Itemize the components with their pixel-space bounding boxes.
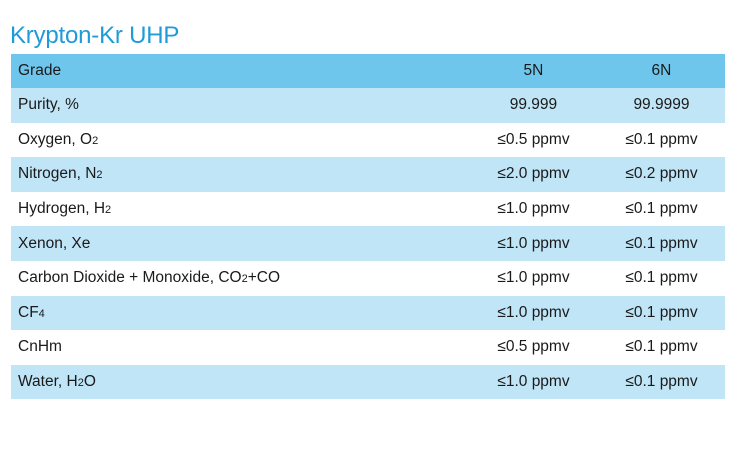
label-subscript: 2 [77,377,84,390]
table-row: Water, H2O ≤1.0 ppmv ≤0.1 ppmv [11,364,725,400]
table-row: Purity, % 99.999 99.9999 [11,88,725,123]
label-subscript: 2 [92,134,99,147]
header-5n: 5N [469,54,598,88]
row-label: Xenon, Xe [11,226,469,261]
value-5n: ≤1.0 ppmv [469,295,598,331]
row-label: CF4 [11,295,469,331]
row-label: Carbon Dioxide + Monoxide, CO2+CO [11,260,469,296]
value-5n: ≤1.0 ppmv [469,226,598,261]
value-6n: ≤0.2 ppmv [597,157,725,192]
label-text: Purity, % [18,96,79,114]
table-row: Oxygen, O2 ≤0.5 ppmv ≤0.1 ppmv [11,122,725,158]
table-row: CnHm ≤0.5 ppmv ≤0.1 ppmv [11,330,725,365]
value-5n: ≤2.0 ppmv [469,157,598,192]
label-text: CF [18,303,39,321]
value-6n: ≤0.1 ppmv [597,122,725,158]
label-text: Hydrogen, H [18,200,106,218]
value-6n: 99.9999 [597,88,725,123]
value-5n: ≤0.5 ppmv [469,122,598,158]
page-title: Krypton-Kr UHP [10,22,180,49]
table-row: Hydrogen, H2 ≤1.0 ppmv ≤0.1 ppmv [11,191,725,227]
label-text: Oxygen, O [18,130,93,148]
label-text: CnHm [18,338,62,356]
table-row: Carbon Dioxide + Monoxide, CO2+CO ≤1.0 p… [11,260,725,296]
label-suffix: O [83,373,96,391]
value-6n: ≤0.1 ppmv [597,330,725,365]
row-label: CnHm [11,330,469,365]
value-5n: ≤1.0 ppmv [469,260,598,296]
header-grade: Grade [11,54,469,88]
row-label: Purity, % [11,88,469,123]
label-subscript: 4 [38,307,45,320]
row-label: Water, H2O [11,364,469,400]
value-6n: ≤0.1 ppmv [597,226,725,261]
specification-table: Grade 5N 6N Purity, % 99.999 99.9999 Oxy… [11,54,725,400]
label-suffix: +CO [247,269,281,287]
label-text: Carbon Dioxide + Monoxide, CO [18,269,242,287]
row-label: Hydrogen, H2 [11,191,469,227]
row-label: Oxygen, O2 [11,122,469,158]
value-5n: ≤1.0 ppmv [469,191,598,227]
value-5n: 99.999 [469,88,598,123]
label-text: Nitrogen, N [18,165,97,183]
header-6n: 6N [597,54,725,88]
table-row: CF4 ≤1.0 ppmv ≤0.1 ppmv [11,295,725,331]
value-6n: ≤0.1 ppmv [597,260,725,296]
label-subscript: 2 [105,204,112,217]
row-label: Nitrogen, N2 [11,157,469,192]
label-subscript: 2 [241,273,248,286]
table-row: Nitrogen, N2 ≤2.0 ppmv ≤0.2 ppmv [11,157,725,192]
table-header-row: Grade 5N 6N [11,54,725,88]
label-text: Xenon, Xe [18,234,91,252]
label-text: Water, H [18,373,78,391]
value-5n: ≤1.0 ppmv [469,364,598,400]
value-6n: ≤0.1 ppmv [597,191,725,227]
value-6n: ≤0.1 ppmv [597,364,725,400]
table-row: Xenon, Xe ≤1.0 ppmv ≤0.1 ppmv [11,226,725,261]
value-6n: ≤0.1 ppmv [597,295,725,331]
label-subscript: 2 [96,169,103,182]
value-5n: ≤0.5 ppmv [469,330,598,365]
